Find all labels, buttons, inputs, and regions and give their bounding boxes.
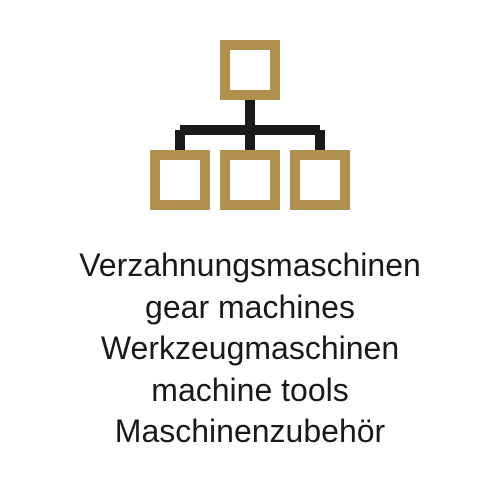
text-line-3: Werkzeugmaschinen bbox=[79, 328, 421, 370]
text-line-2: gear machines bbox=[79, 287, 421, 329]
category-text-block: Verzahnungsmaschinen gear machines Werkz… bbox=[79, 245, 421, 453]
text-line-5: Maschinenzubehör bbox=[79, 411, 421, 453]
text-line-4: machine tools bbox=[79, 370, 421, 412]
text-line-1: Verzahnungsmaschinen bbox=[79, 245, 421, 287]
hierarchy-icon bbox=[140, 35, 360, 220]
